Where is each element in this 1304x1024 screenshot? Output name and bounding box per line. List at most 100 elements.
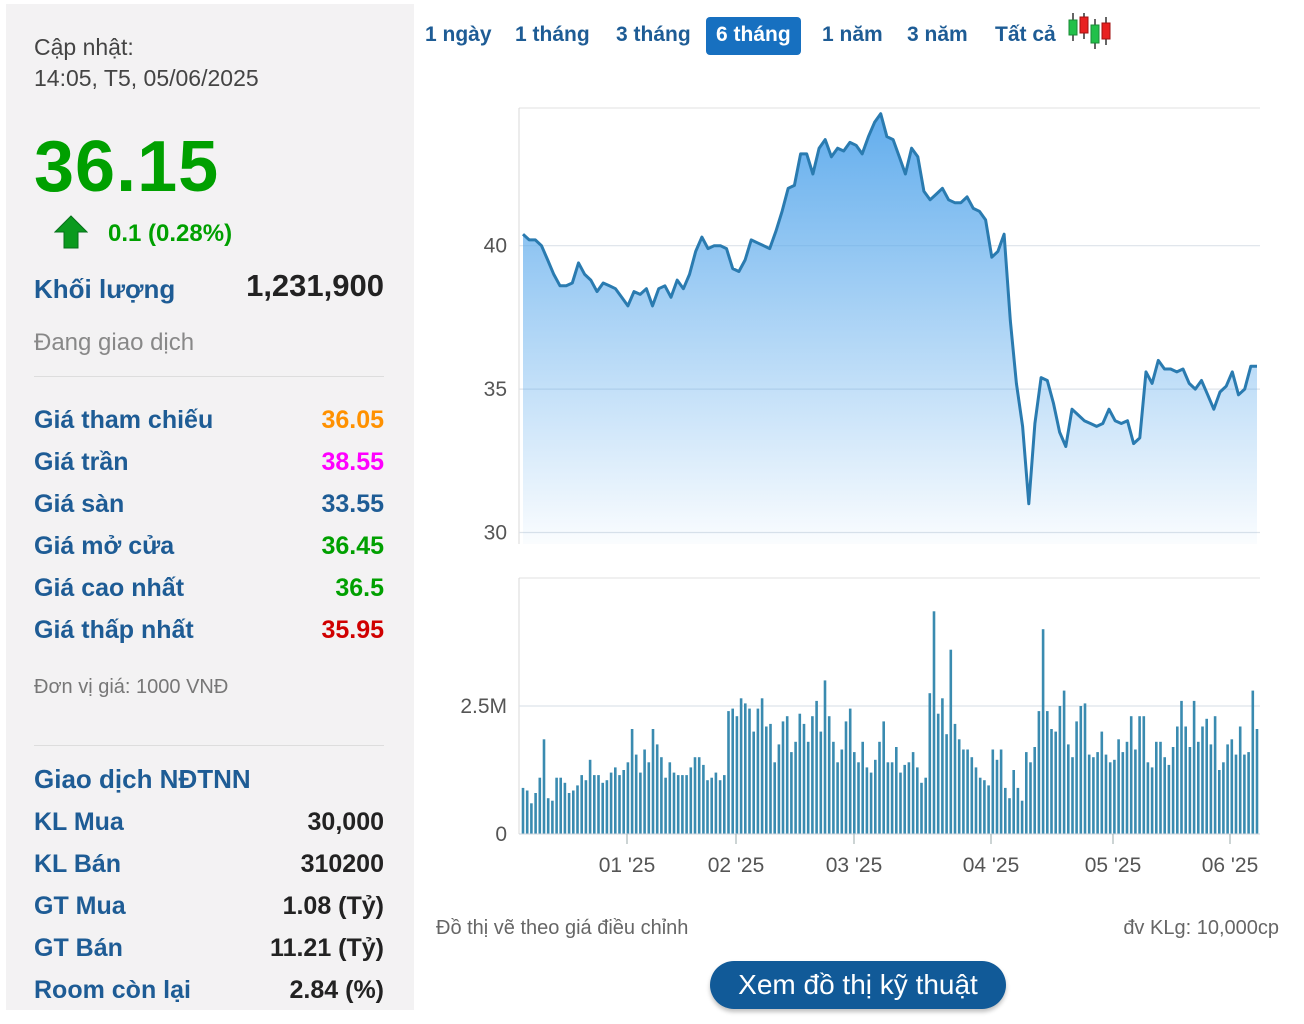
- x-tick-label: 06 '25: [1202, 854, 1259, 877]
- volume-bar: [840, 749, 844, 834]
- volume-bar: [1029, 762, 1032, 834]
- volume-bar: [949, 649, 953, 834]
- current-price: 36.15: [34, 127, 220, 207]
- price-row-label: Giá cao nhất: [34, 574, 185, 602]
- volume-bar: [802, 723, 806, 834]
- volume-bar: [966, 749, 969, 834]
- volume-bar: [655, 744, 659, 834]
- technical-chart-button[interactable]: Xem đồ thị kỹ thuật: [710, 961, 1006, 1009]
- volume-bar: [748, 708, 751, 834]
- stock-summary-panel: Cập nhật: 14:05, T5, 05/06/2025 36.15 0.…: [6, 4, 414, 1010]
- volume-bar: [823, 680, 827, 834]
- tab-3-months[interactable]: 3 tháng: [616, 23, 691, 46]
- volume-bar: [1163, 757, 1166, 834]
- volume-bar: [584, 780, 588, 834]
- foreign-row-label: GT Mua: [34, 892, 126, 920]
- volume-bar: [1121, 752, 1125, 834]
- volume-bar: [1218, 770, 1221, 834]
- volume-tick-label: 2.5M: [460, 695, 507, 718]
- volume-bar: [1033, 747, 1036, 834]
- volume-bar: [1016, 787, 1020, 834]
- foreign-row-label: Room còn lại: [34, 976, 191, 1004]
- volume-bar: [689, 767, 693, 834]
- volume-bar: [681, 775, 684, 834]
- volume-bar: [626, 762, 630, 834]
- volume-bar: [1113, 759, 1116, 834]
- divider: [34, 376, 384, 377]
- volume-bar: [1108, 762, 1112, 834]
- volume-bar: [651, 729, 655, 834]
- volume-bar: [1062, 690, 1066, 834]
- volume-bar: [1180, 700, 1183, 834]
- volume-bar: [723, 775, 726, 834]
- volume-bar: [588, 759, 592, 834]
- volume-bar: [1247, 752, 1250, 834]
- volume-bar: [622, 770, 625, 834]
- volume-bar: [664, 777, 667, 834]
- volume-bar: [739, 698, 743, 834]
- volume-bar: [614, 767, 617, 834]
- tab-3-years[interactable]: 3 năm: [907, 23, 968, 46]
- volume-bar: [672, 772, 676, 834]
- volume-bar: [593, 775, 596, 834]
- volume-bar: [832, 741, 835, 834]
- volume-bar: [580, 775, 583, 834]
- volume-bar: [769, 723, 772, 834]
- volume-bar: [731, 708, 734, 834]
- volume-bar: [660, 757, 663, 834]
- volume-tick-label: 0: [495, 823, 507, 846]
- tab-1-month[interactable]: 1 tháng: [515, 23, 590, 46]
- volume-bar: [643, 749, 646, 834]
- y-tick-label: 30: [484, 522, 507, 545]
- volume-bar: [844, 721, 848, 834]
- volume-bar: [987, 785, 990, 834]
- volume-bar: [1138, 716, 1141, 834]
- volume-bar: [1226, 744, 1229, 834]
- volume-bar: [1167, 764, 1171, 834]
- volume-bar: [999, 749, 1003, 834]
- price-row-label: Giá trần: [34, 448, 129, 476]
- volume-bar: [1243, 754, 1246, 834]
- volume-bar: [1205, 718, 1208, 834]
- volume-bar: [1197, 741, 1200, 834]
- tab-1-day[interactable]: 1 ngày: [425, 23, 492, 46]
- volume-bar: [1222, 762, 1225, 834]
- volume-bar: [1037, 711, 1041, 834]
- foreign-row-value: 11.21 (Tỷ): [270, 934, 384, 962]
- price-row-value: 38.55: [321, 448, 384, 476]
- volume-bar: [1020, 800, 1024, 834]
- volume-label: Khối lượng: [34, 274, 176, 304]
- volume-bar: [1046, 711, 1049, 834]
- volume-bar: [1008, 798, 1011, 834]
- volume-bar: [1155, 741, 1158, 834]
- volume-bar: [702, 764, 705, 834]
- volume-bar: [1096, 752, 1099, 834]
- volume-bar: [576, 785, 579, 834]
- volume-bar: [865, 767, 869, 834]
- volume-bar: [572, 790, 575, 834]
- x-tick-label: 05 '25: [1085, 854, 1142, 877]
- price-row-value: 35.95: [321, 616, 384, 644]
- volume-bar: [781, 721, 785, 834]
- volume-bar: [941, 698, 944, 834]
- y-tick-label: 35: [484, 378, 507, 401]
- candlestick-icon[interactable]: [1067, 11, 1111, 56]
- volume-bar: [1054, 731, 1057, 834]
- volume-bar: [936, 713, 940, 834]
- volume-bar: [693, 757, 697, 834]
- foreign-row-label: KL Bán: [34, 850, 122, 878]
- volume-bar: [1150, 767, 1154, 834]
- volume-bar: [1142, 716, 1146, 834]
- volume-bar: [878, 741, 881, 834]
- price-row-label: Giá sàn: [34, 490, 125, 518]
- volume-bar: [1192, 700, 1196, 834]
- volume-bar: [1050, 729, 1053, 834]
- volume-bar: [932, 611, 936, 834]
- tab-6-months[interactable]: 6 tháng: [706, 17, 801, 55]
- update-label: Cập nhật:: [34, 34, 134, 60]
- tab-1-year[interactable]: 1 năm: [822, 23, 883, 46]
- volume-bar: [601, 782, 604, 834]
- tab-all[interactable]: Tất cả: [995, 23, 1056, 46]
- volume-bar: [836, 762, 839, 834]
- volume-bar: [920, 782, 923, 834]
